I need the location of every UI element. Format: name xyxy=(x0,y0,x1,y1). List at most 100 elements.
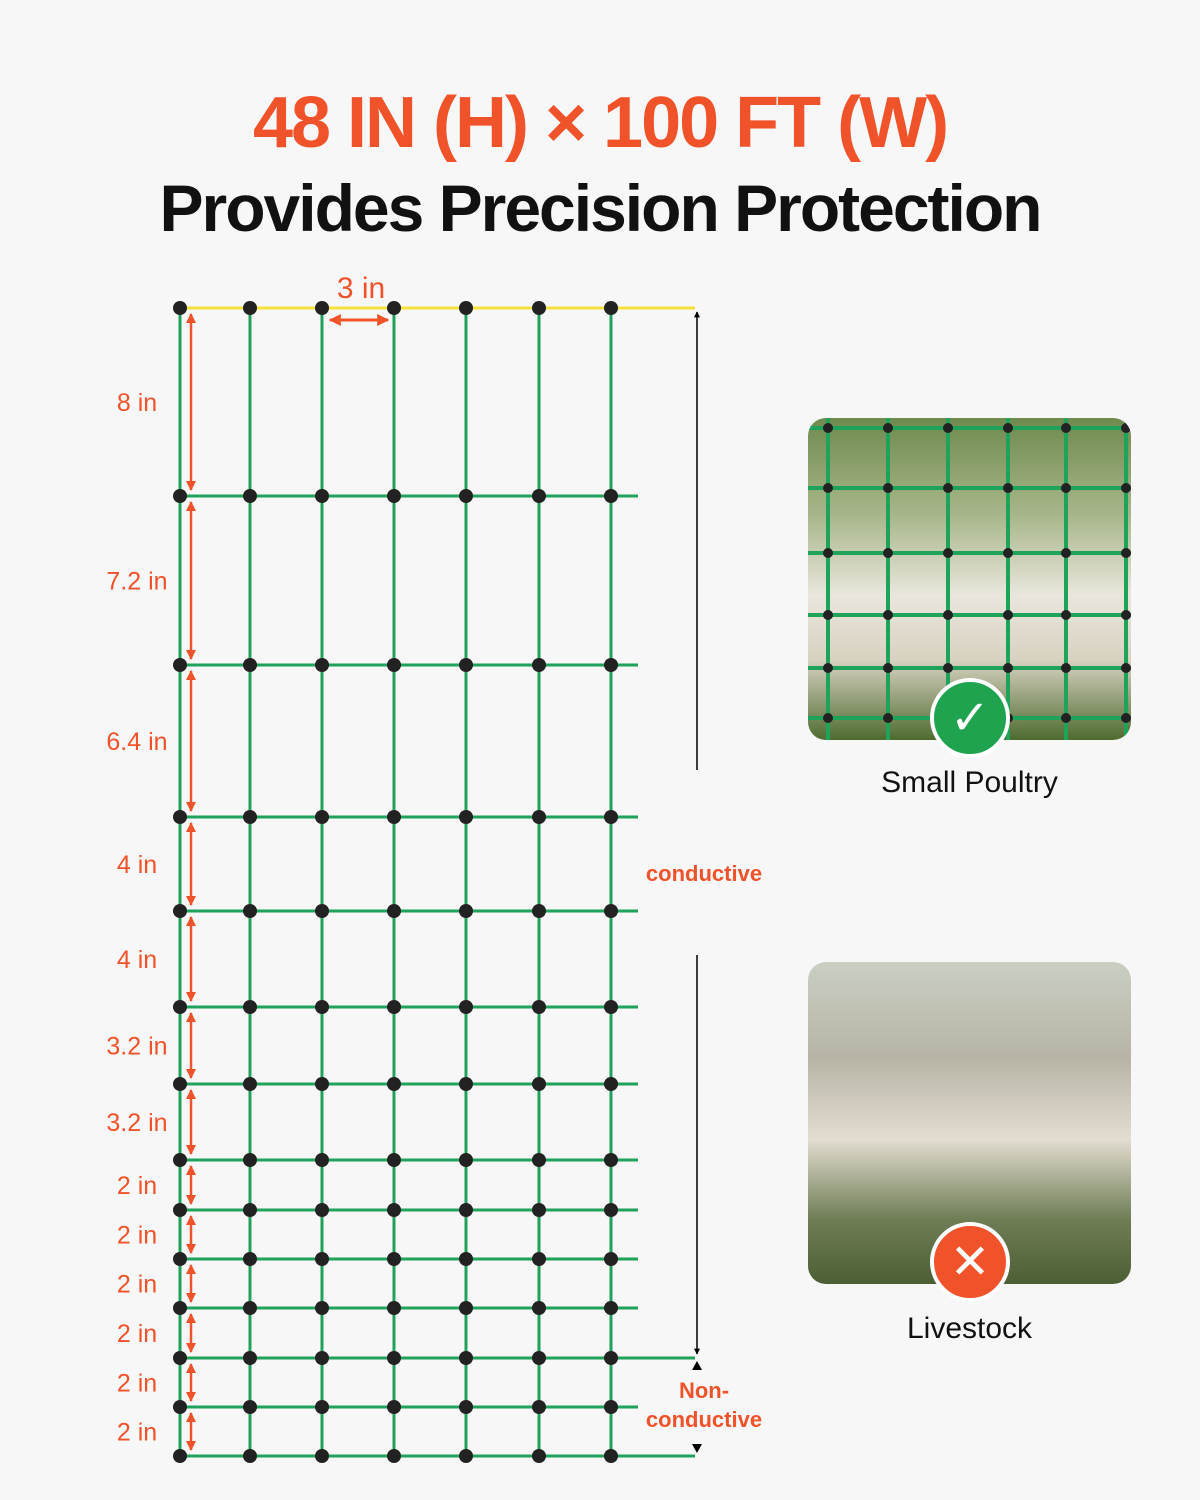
photo-fence-node xyxy=(823,610,833,620)
wire-node xyxy=(173,1153,187,1167)
row-height-label: 3.2 in xyxy=(106,1109,167,1137)
wire-node xyxy=(604,1252,618,1266)
photo-fence-node xyxy=(943,610,953,620)
row-height-label: 2 in xyxy=(117,1222,157,1250)
row-height-label: 4 in xyxy=(117,851,157,879)
wire-node xyxy=(173,1252,187,1266)
wire-node xyxy=(604,489,618,503)
photo-fence-node xyxy=(1061,610,1071,620)
nonconductive-arrow-bottom xyxy=(692,1444,702,1453)
wire-node xyxy=(243,904,257,918)
photo-fence-node xyxy=(1061,548,1071,558)
wire-node xyxy=(604,1000,618,1014)
photo-fence-node xyxy=(1003,663,1013,673)
wire-node xyxy=(243,658,257,672)
nonconductive-arrow-top xyxy=(692,1361,702,1370)
wire-node xyxy=(315,489,329,503)
wire-node xyxy=(532,1400,546,1414)
wire-node xyxy=(243,1153,257,1167)
wire-node xyxy=(315,1400,329,1414)
wire-node xyxy=(173,1351,187,1365)
wire-node xyxy=(173,1077,187,1091)
wire-node xyxy=(459,1351,473,1365)
photo-fence-node xyxy=(883,663,893,673)
wire-node xyxy=(532,1301,546,1315)
wire-node xyxy=(173,1449,187,1463)
wire-node xyxy=(315,904,329,918)
wire-node xyxy=(173,658,187,672)
photo-fence-node xyxy=(823,423,833,433)
photo-fence-node xyxy=(1061,713,1071,723)
wire-node xyxy=(243,1252,257,1266)
wire-node xyxy=(173,1400,187,1414)
photo-fence-node xyxy=(883,610,893,620)
wire-node xyxy=(459,658,473,672)
wire-node xyxy=(604,658,618,672)
wire-node xyxy=(604,1203,618,1217)
wire-node xyxy=(459,1400,473,1414)
photo-fence-node xyxy=(1121,483,1131,493)
photo-fence-node xyxy=(943,663,953,673)
wire-node xyxy=(532,904,546,918)
wire-node xyxy=(243,301,257,315)
photo-fence-node xyxy=(1061,423,1071,433)
photo-fence-node xyxy=(1121,610,1131,620)
photo-fence-node xyxy=(883,548,893,558)
wire-node xyxy=(459,1203,473,1217)
wire-node xyxy=(604,1077,618,1091)
nonconductive-label-line1: Non- xyxy=(679,1378,729,1403)
row-height-label: 3.2 in xyxy=(106,1033,167,1061)
wire-node xyxy=(387,1252,401,1266)
photo-fence-node xyxy=(1121,423,1131,433)
wire-node xyxy=(173,904,187,918)
wire-node xyxy=(243,1301,257,1315)
wire-node xyxy=(532,658,546,672)
photo-fence-node xyxy=(1003,423,1013,433)
wire-node xyxy=(604,904,618,918)
wire-node xyxy=(459,301,473,315)
wire-node xyxy=(315,1000,329,1014)
wire-node xyxy=(532,1252,546,1266)
wire-node xyxy=(387,658,401,672)
wire-node xyxy=(315,1252,329,1266)
photo-fence-node xyxy=(823,713,833,723)
photo-fence-node xyxy=(823,483,833,493)
wire-node xyxy=(532,489,546,503)
wire-node xyxy=(459,1252,473,1266)
wire-node xyxy=(243,489,257,503)
wire-node xyxy=(243,1077,257,1091)
wire-node xyxy=(532,1000,546,1014)
photo-fence-node xyxy=(1121,548,1131,558)
wire-node xyxy=(387,904,401,918)
wire-node xyxy=(387,1351,401,1365)
wire-node xyxy=(387,1153,401,1167)
spacing-label: 3 in xyxy=(337,272,385,305)
wire-node xyxy=(315,1351,329,1365)
wire-node xyxy=(243,1000,257,1014)
row-height-label: 7.2 in xyxy=(106,568,167,596)
wire-node xyxy=(604,301,618,315)
wire-node xyxy=(173,1203,187,1217)
photo-fence-node xyxy=(943,548,953,558)
wire-node xyxy=(173,301,187,315)
wire-node xyxy=(459,810,473,824)
row-height-label: 2 in xyxy=(117,1419,157,1447)
wire-node xyxy=(315,1301,329,1315)
wire-node xyxy=(315,1077,329,1091)
photo-fence-node xyxy=(1061,483,1071,493)
row-height-label: 2 in xyxy=(117,1320,157,1348)
wire-node xyxy=(387,301,401,315)
photo-fence-node xyxy=(1003,548,1013,558)
wire-node xyxy=(387,810,401,824)
wire-node xyxy=(315,1449,329,1463)
subtitle: Provides Precision Protection xyxy=(159,171,1043,245)
wire-node xyxy=(387,1000,401,1014)
wire-node xyxy=(604,1449,618,1463)
wire-node xyxy=(459,1000,473,1014)
wire-node xyxy=(173,1000,187,1014)
wire-node xyxy=(532,1351,546,1365)
wire-node xyxy=(604,1301,618,1315)
wire-node xyxy=(459,1153,473,1167)
wire-node xyxy=(387,489,401,503)
